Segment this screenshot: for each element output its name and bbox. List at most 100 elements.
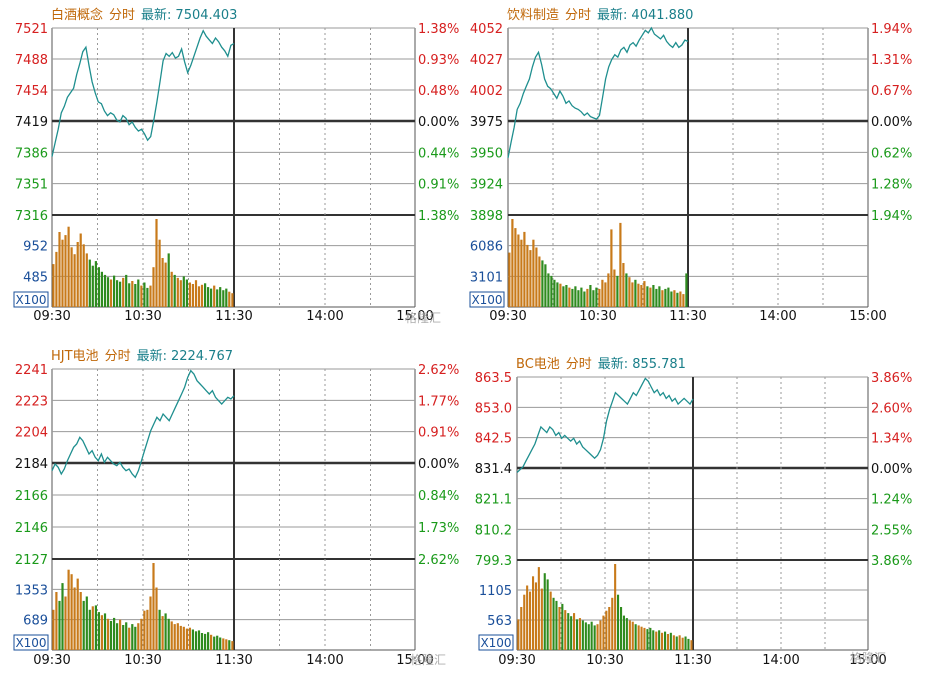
volume-bar: [52, 609, 55, 650]
volume-bar: [67, 226, 70, 307]
volume-bar: [216, 289, 219, 307]
right-axis-label: 1.28%: [871, 178, 912, 193]
right-axis-label: 0.93%: [418, 53, 459, 68]
volume-bar: [170, 621, 173, 650]
volume-bar: [685, 273, 688, 307]
right-axis-label: 0.67%: [871, 84, 912, 99]
volume-bar: [586, 288, 589, 307]
volume-bar: [143, 610, 146, 650]
volume-bar: [85, 253, 88, 307]
x-tick-label: 09:30: [498, 653, 535, 668]
right-axis-label: 0.44%: [418, 146, 459, 161]
right-axis-label: 0.91%: [418, 178, 459, 193]
volume-unit-box: [478, 634, 514, 651]
left-axis-label: 821.1: [475, 493, 512, 508]
x-tick-label: 11:30: [669, 309, 706, 324]
volume-bar: [128, 627, 131, 650]
volume-bar: [631, 621, 634, 650]
volume-bar: [679, 291, 682, 307]
volume-bar: [158, 609, 161, 650]
title-name: 饮料制造: [507, 8, 559, 23]
volume-bar: [540, 588, 543, 650]
title-name: 白酒概念: [51, 7, 103, 23]
chart-title: HJT电池 分时 最新: 2224.767: [51, 348, 233, 364]
volume-unit-box: [13, 634, 49, 651]
volume-bar: [55, 251, 58, 307]
volume-bar: [103, 613, 107, 650]
volume-bar: [514, 228, 517, 307]
left-axis-label: 7521: [15, 22, 48, 37]
x-tick-label: 11:30: [674, 653, 711, 668]
volume-bar: [100, 615, 103, 650]
right-axis-label: 1.77%: [418, 394, 459, 409]
volume-bar: [82, 244, 85, 307]
volume-bar: [517, 234, 520, 307]
right-axis-label: 0.48%: [418, 84, 459, 99]
volume-bar: [64, 596, 67, 650]
volume-bar: [571, 288, 574, 307]
right-axis-label: 0.91%: [418, 426, 459, 441]
left-axis-label: 3975: [470, 115, 503, 130]
title-latest-value: 7504.403: [175, 8, 237, 23]
volume-bar: [628, 620, 631, 650]
price-line: [51, 29, 235, 157]
left-axis-label: 4027: [470, 53, 503, 68]
right-axis-label: 1.73%: [418, 521, 459, 536]
right-axis-label: 1.94%: [871, 209, 912, 224]
volume-bar: [67, 569, 70, 650]
volume-bar: [137, 623, 140, 650]
volume-bar: [564, 610, 567, 650]
x-tick-label: 15:00: [849, 653, 886, 668]
x-tick-label: 10:30: [124, 309, 161, 324]
right-axis-label: 2.60%: [871, 401, 912, 416]
volume-bar: [152, 267, 155, 307]
x-tick-label: 11:30: [215, 653, 252, 668]
volume-bar: [625, 618, 628, 650]
volume-bar: [131, 624, 134, 650]
volume-bar: [231, 293, 234, 307]
volume-unit-box: [469, 291, 505, 308]
x-tick-label: 10:30: [586, 653, 623, 668]
volume-bar: [119, 619, 122, 650]
left-axis-label: 842.5: [475, 432, 512, 447]
volume-bar: [76, 578, 79, 650]
volume-bar: [601, 279, 604, 307]
volume-bar: [185, 628, 188, 650]
volume-bar: [529, 591, 532, 650]
volume-bar: [119, 281, 122, 307]
volume-bar: [194, 280, 198, 307]
volume-bar: [684, 636, 687, 650]
volume-bar: [590, 621, 593, 650]
volume-bar: [574, 286, 577, 307]
volume-bar: [614, 564, 617, 650]
volume-axis-label: 3101: [470, 270, 503, 285]
volume-bar: [158, 239, 161, 307]
volume-bar: [634, 624, 637, 650]
volume-bar: [532, 576, 535, 650]
volume-bar: [577, 290, 580, 307]
volume-axis-label: 485: [23, 270, 48, 285]
volume-bar: [511, 219, 514, 307]
volume-bar: [88, 259, 91, 307]
volume-bar: [675, 636, 678, 650]
volume-bar: [176, 277, 179, 307]
volume-bar: [584, 622, 587, 650]
volume-bar: [143, 282, 146, 307]
volume-unit-box: [13, 291, 49, 308]
title-latest-value: 2224.767: [171, 349, 233, 364]
volume-bar: [670, 291, 673, 307]
x-tick-label: 14:00: [306, 653, 343, 668]
volume-bar: [173, 274, 176, 307]
volume-bar: [640, 626, 643, 650]
left-axis-label: 2166: [15, 489, 48, 504]
title-latest-value: 4041.880: [631, 8, 693, 23]
volume-bar: [231, 641, 234, 650]
volume-bar: [82, 600, 85, 650]
volume-bar: [219, 287, 222, 307]
title-period: 分时: [565, 8, 591, 23]
volume-unit-label: X100: [471, 293, 502, 307]
volume-bar: [185, 279, 188, 307]
right-axis-label: 0.00%: [871, 462, 912, 477]
volume-axis-label: 563: [487, 614, 512, 629]
volume-bar: [152, 563, 155, 650]
